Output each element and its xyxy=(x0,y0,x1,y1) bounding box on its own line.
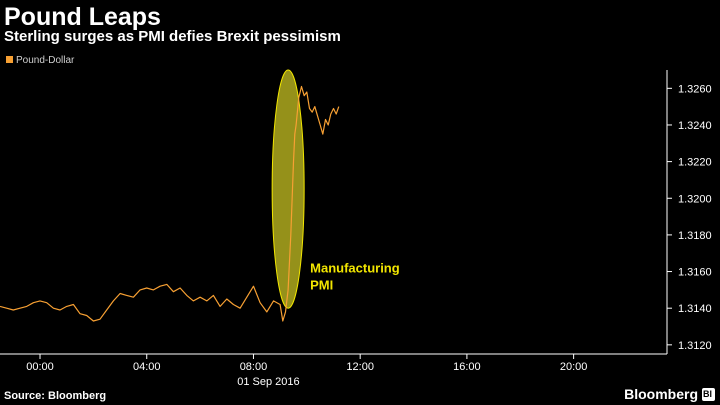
annotation-ellipse-0 xyxy=(271,69,305,309)
annotation-label-line-0: Manufacturing xyxy=(310,261,400,276)
legend-swatch-pound-dollar xyxy=(6,56,13,63)
series-line-pound-dollar xyxy=(0,85,340,322)
x-tick-label: 16:00 xyxy=(453,361,481,373)
y-tick-label: 1.3220 xyxy=(678,157,712,169)
chart-legend: Pound-Dollar xyxy=(6,55,74,67)
y-tick-label: 1.3120 xyxy=(678,340,712,352)
x-tick-label: 04:00 xyxy=(133,361,161,373)
x-tick-label: 00:00 xyxy=(26,361,54,373)
brand-badge-icon: Bl xyxy=(702,388,715,401)
brand-name: Bloomberg xyxy=(624,386,698,402)
x-tick-label: 08:00 xyxy=(240,361,268,373)
y-tick-label: 1.3240 xyxy=(678,120,712,132)
source-note: Source: Bloomberg xyxy=(4,390,107,402)
x-tick-label: 20:00 xyxy=(560,361,588,373)
y-tick-label: 1.3200 xyxy=(678,193,712,205)
annotation-label-line-1: PMI xyxy=(310,278,333,293)
x-tick-label: 12:00 xyxy=(346,361,374,373)
chart-title: Pound Leaps xyxy=(4,3,161,31)
chart-subtitle: Sterling surges as PMI defies Brexit pes… xyxy=(4,28,341,45)
legend-label-pound-dollar: Pound-Dollar xyxy=(16,55,75,66)
y-tick-label: 1.3180 xyxy=(678,230,712,242)
y-tick-label: 1.3260 xyxy=(678,83,712,95)
x-axis-label: 01 Sep 2016 xyxy=(237,376,299,388)
y-tick-label: 1.3140 xyxy=(678,303,712,315)
y-tick-label: 1.3160 xyxy=(678,267,712,279)
